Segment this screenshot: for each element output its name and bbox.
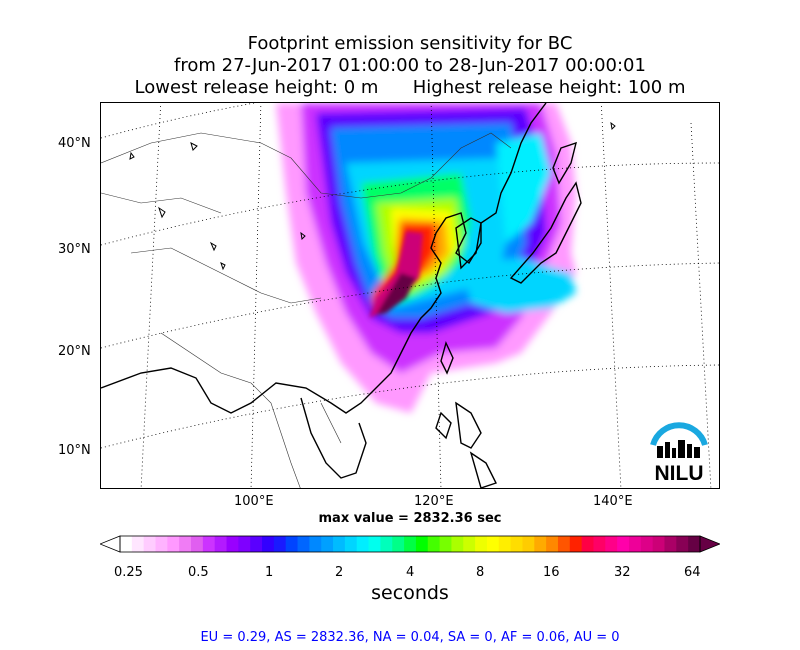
colorbar-cell <box>143 536 157 552</box>
colorbar-cell <box>404 536 417 552</box>
colorbar-cell <box>427 536 441 552</box>
colorbar-tick: 4 <box>406 565 415 580</box>
colorbar-cell <box>486 536 500 552</box>
colorbar-cell <box>510 536 523 552</box>
lat-label: 20°N <box>58 344 91 359</box>
colorbar-cell <box>309 536 322 552</box>
plume-layer <box>276 103 576 413</box>
lon-label: 120°E <box>414 494 454 509</box>
colorbar-tick: 32 <box>614 565 631 580</box>
country-borders <box>101 132 512 488</box>
colorbar-cell <box>652 536 665 552</box>
colorbar-cell <box>569 536 583 552</box>
title-line-1: Footprint emission sensitivity for BC <box>247 33 573 54</box>
colorbar-cell <box>356 536 370 552</box>
colorbar-cell <box>581 536 594 552</box>
colorbar-cell <box>415 536 429 552</box>
colorbar-cell <box>439 536 452 552</box>
map-panel <box>100 102 720 489</box>
colorbar-cell <box>522 536 535 552</box>
colorbar-cell <box>593 536 606 552</box>
colorbar-cell <box>333 536 346 552</box>
colorbar-cell <box>534 536 547 552</box>
lat-label: 30°N <box>58 242 91 257</box>
colorbar-cell <box>297 536 310 552</box>
colorbar-cell <box>226 536 239 552</box>
colorbar-cell <box>605 536 618 552</box>
svg-text:NILU: NILU <box>655 462 704 485</box>
nilu-logo: NILU <box>645 410 715 485</box>
small-islands <box>129 121 616 271</box>
colorbar-cell <box>676 536 689 552</box>
region-stats: EU = 0.29, AS = 2832.36, NA = 0.04, SA =… <box>200 630 620 645</box>
colorbar-cell <box>557 536 571 552</box>
colorbar-tick: 2 <box>335 565 344 580</box>
colorbar-cell <box>202 536 216 552</box>
graticule <box>101 103 719 488</box>
colorbar-tick: 0.25 <box>114 565 143 580</box>
colorbar <box>100 535 720 553</box>
colorbar-units: seconds <box>371 582 449 604</box>
colorbar-tick: 0.5 <box>188 565 209 580</box>
colorbar-cell <box>475 536 488 552</box>
title-line-3: Lowest release height: 0 m Highest relea… <box>134 77 686 98</box>
colorbar-cell <box>120 536 133 552</box>
colorbar-tick: 1 <box>265 565 274 580</box>
colorbar-cell <box>546 536 559 552</box>
colorbar-cell <box>155 536 168 552</box>
colorbar-cell <box>179 536 192 552</box>
colorbar-min-arrow <box>100 535 121 553</box>
colorbar-cell <box>664 536 677 552</box>
colorbar-cell <box>167 536 180 552</box>
colorbar-tick: 16 <box>543 565 560 580</box>
colorbar-cell <box>214 536 228 552</box>
colorbar-cell <box>262 536 275 552</box>
title-line-2: from 27-Jun-2017 01:00:00 to 28-Jun-2017… <box>174 55 646 76</box>
nilu-logo-icon: NILU <box>650 422 708 485</box>
colorbar-cell <box>640 536 654 552</box>
colorbar-cell <box>344 536 358 552</box>
lat-label: 40°N <box>58 136 91 151</box>
colorbar-cell <box>285 536 299 552</box>
colorbar-cell <box>273 536 287 552</box>
colorbar-cell <box>380 536 393 552</box>
lon-label: 140°E <box>593 494 633 509</box>
colorbar-tick: 64 <box>684 565 701 580</box>
colorbar-outline <box>119 535 701 553</box>
colorbar-max-arrow <box>699 535 720 553</box>
colorbar-cell <box>131 536 145 552</box>
colorbar-cell <box>238 536 251 552</box>
colorbar-cell <box>451 536 464 552</box>
colorbar-cell <box>463 536 476 552</box>
colorbar-cell <box>628 536 642 552</box>
colorbar-cell <box>321 536 334 552</box>
lat-label: 10°N <box>58 443 91 458</box>
colorbar-cell <box>250 536 263 552</box>
colorbar-cell <box>617 536 630 552</box>
coastlines <box>101 103 582 488</box>
colorbar-tick: 8 <box>476 565 485 580</box>
plume-core <box>369 231 423 318</box>
lon-label: 100°E <box>234 494 274 509</box>
max-value-label: max value = 2832.36 sec <box>318 511 502 526</box>
colorbar-cell <box>498 536 512 552</box>
footprint-map <box>101 103 719 488</box>
colorbar-cell <box>688 536 701 552</box>
colorbar-cell <box>191 536 204 552</box>
colorbar-cell <box>392 536 405 552</box>
colorbar-cell <box>368 536 381 552</box>
